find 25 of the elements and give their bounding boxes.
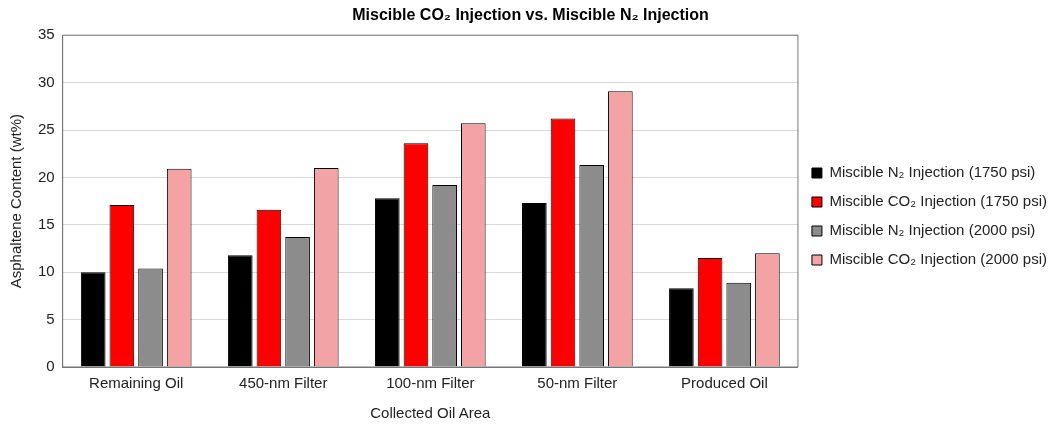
x-tick-label: 450-nm Filter: [239, 374, 328, 392]
x-tick-label: Produced Oil: [681, 374, 768, 392]
y-tick-label: 15: [38, 214, 55, 232]
chart-title: Miscible CO₂ Injection vs. Miscible N₂ Injection: [352, 6, 709, 24]
y-tick-label: 0: [46, 357, 55, 375]
bar: [669, 288, 694, 367]
y-axis-title: Asphaltene Content (wt%): [7, 113, 25, 289]
bar: [227, 255, 253, 367]
y-tick-label: 35: [38, 25, 55, 43]
y-tick-label: 5: [46, 309, 55, 327]
x-tick-label: 100-nm Filter: [386, 374, 475, 392]
y-tick-label: 30: [38, 72, 55, 90]
legend-label: Miscible CO₂ Injection (2000 psi): [829, 250, 1047, 268]
bar: [374, 198, 400, 367]
x-axis-title: Collected Oil Area: [370, 404, 491, 422]
legend-label: Miscible CO₂ Injection (1750 psi): [829, 192, 1047, 210]
y-tick-label: 20: [38, 167, 55, 185]
bar: [80, 272, 106, 367]
y-tick-label: 10: [38, 262, 55, 280]
y-tick-label: 25: [38, 120, 55, 138]
x-tick-label: Remaining Oil: [89, 374, 184, 392]
legend-label: Miscible N₂ Injection (1750 psi): [829, 163, 1036, 181]
x-tick-label: 50-nm Filter: [537, 374, 618, 392]
bar: [522, 203, 547, 367]
legend-label: Miscible N₂ Injection (2000 psi): [829, 221, 1036, 239]
